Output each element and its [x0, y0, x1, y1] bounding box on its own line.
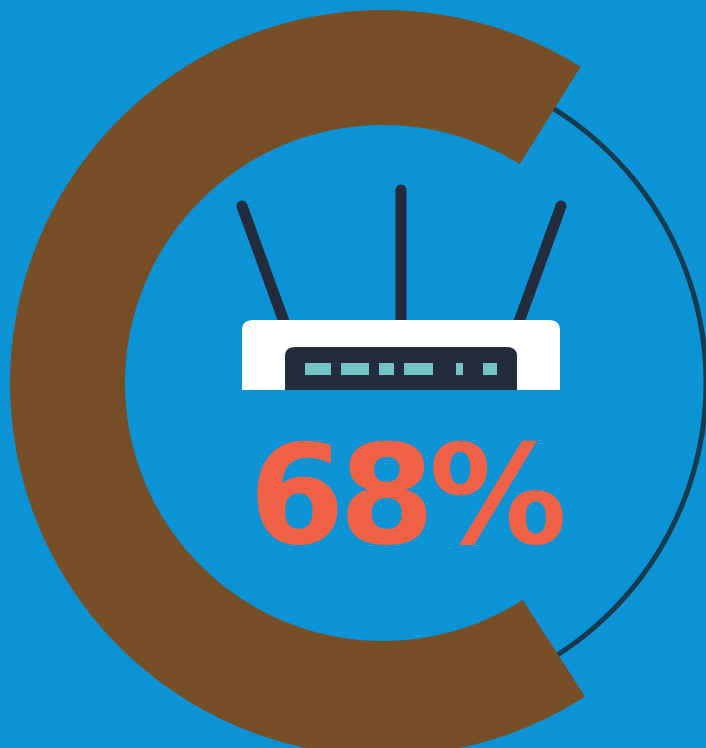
router-light — [341, 363, 369, 375]
router-light — [483, 363, 497, 375]
gauge-filled-arc — [10, 10, 586, 748]
router-front-panel — [285, 347, 517, 390]
wifi-router-icon — [236, 184, 567, 390]
router-light — [379, 363, 394, 375]
router-light — [404, 363, 433, 375]
percentage-value-label: 68% — [248, 415, 567, 576]
router-antenna-right — [510, 200, 567, 336]
router-light — [305, 363, 331, 375]
router-light — [456, 363, 463, 375]
router-status-lights — [305, 363, 497, 375]
router-antenna-left — [236, 200, 293, 336]
